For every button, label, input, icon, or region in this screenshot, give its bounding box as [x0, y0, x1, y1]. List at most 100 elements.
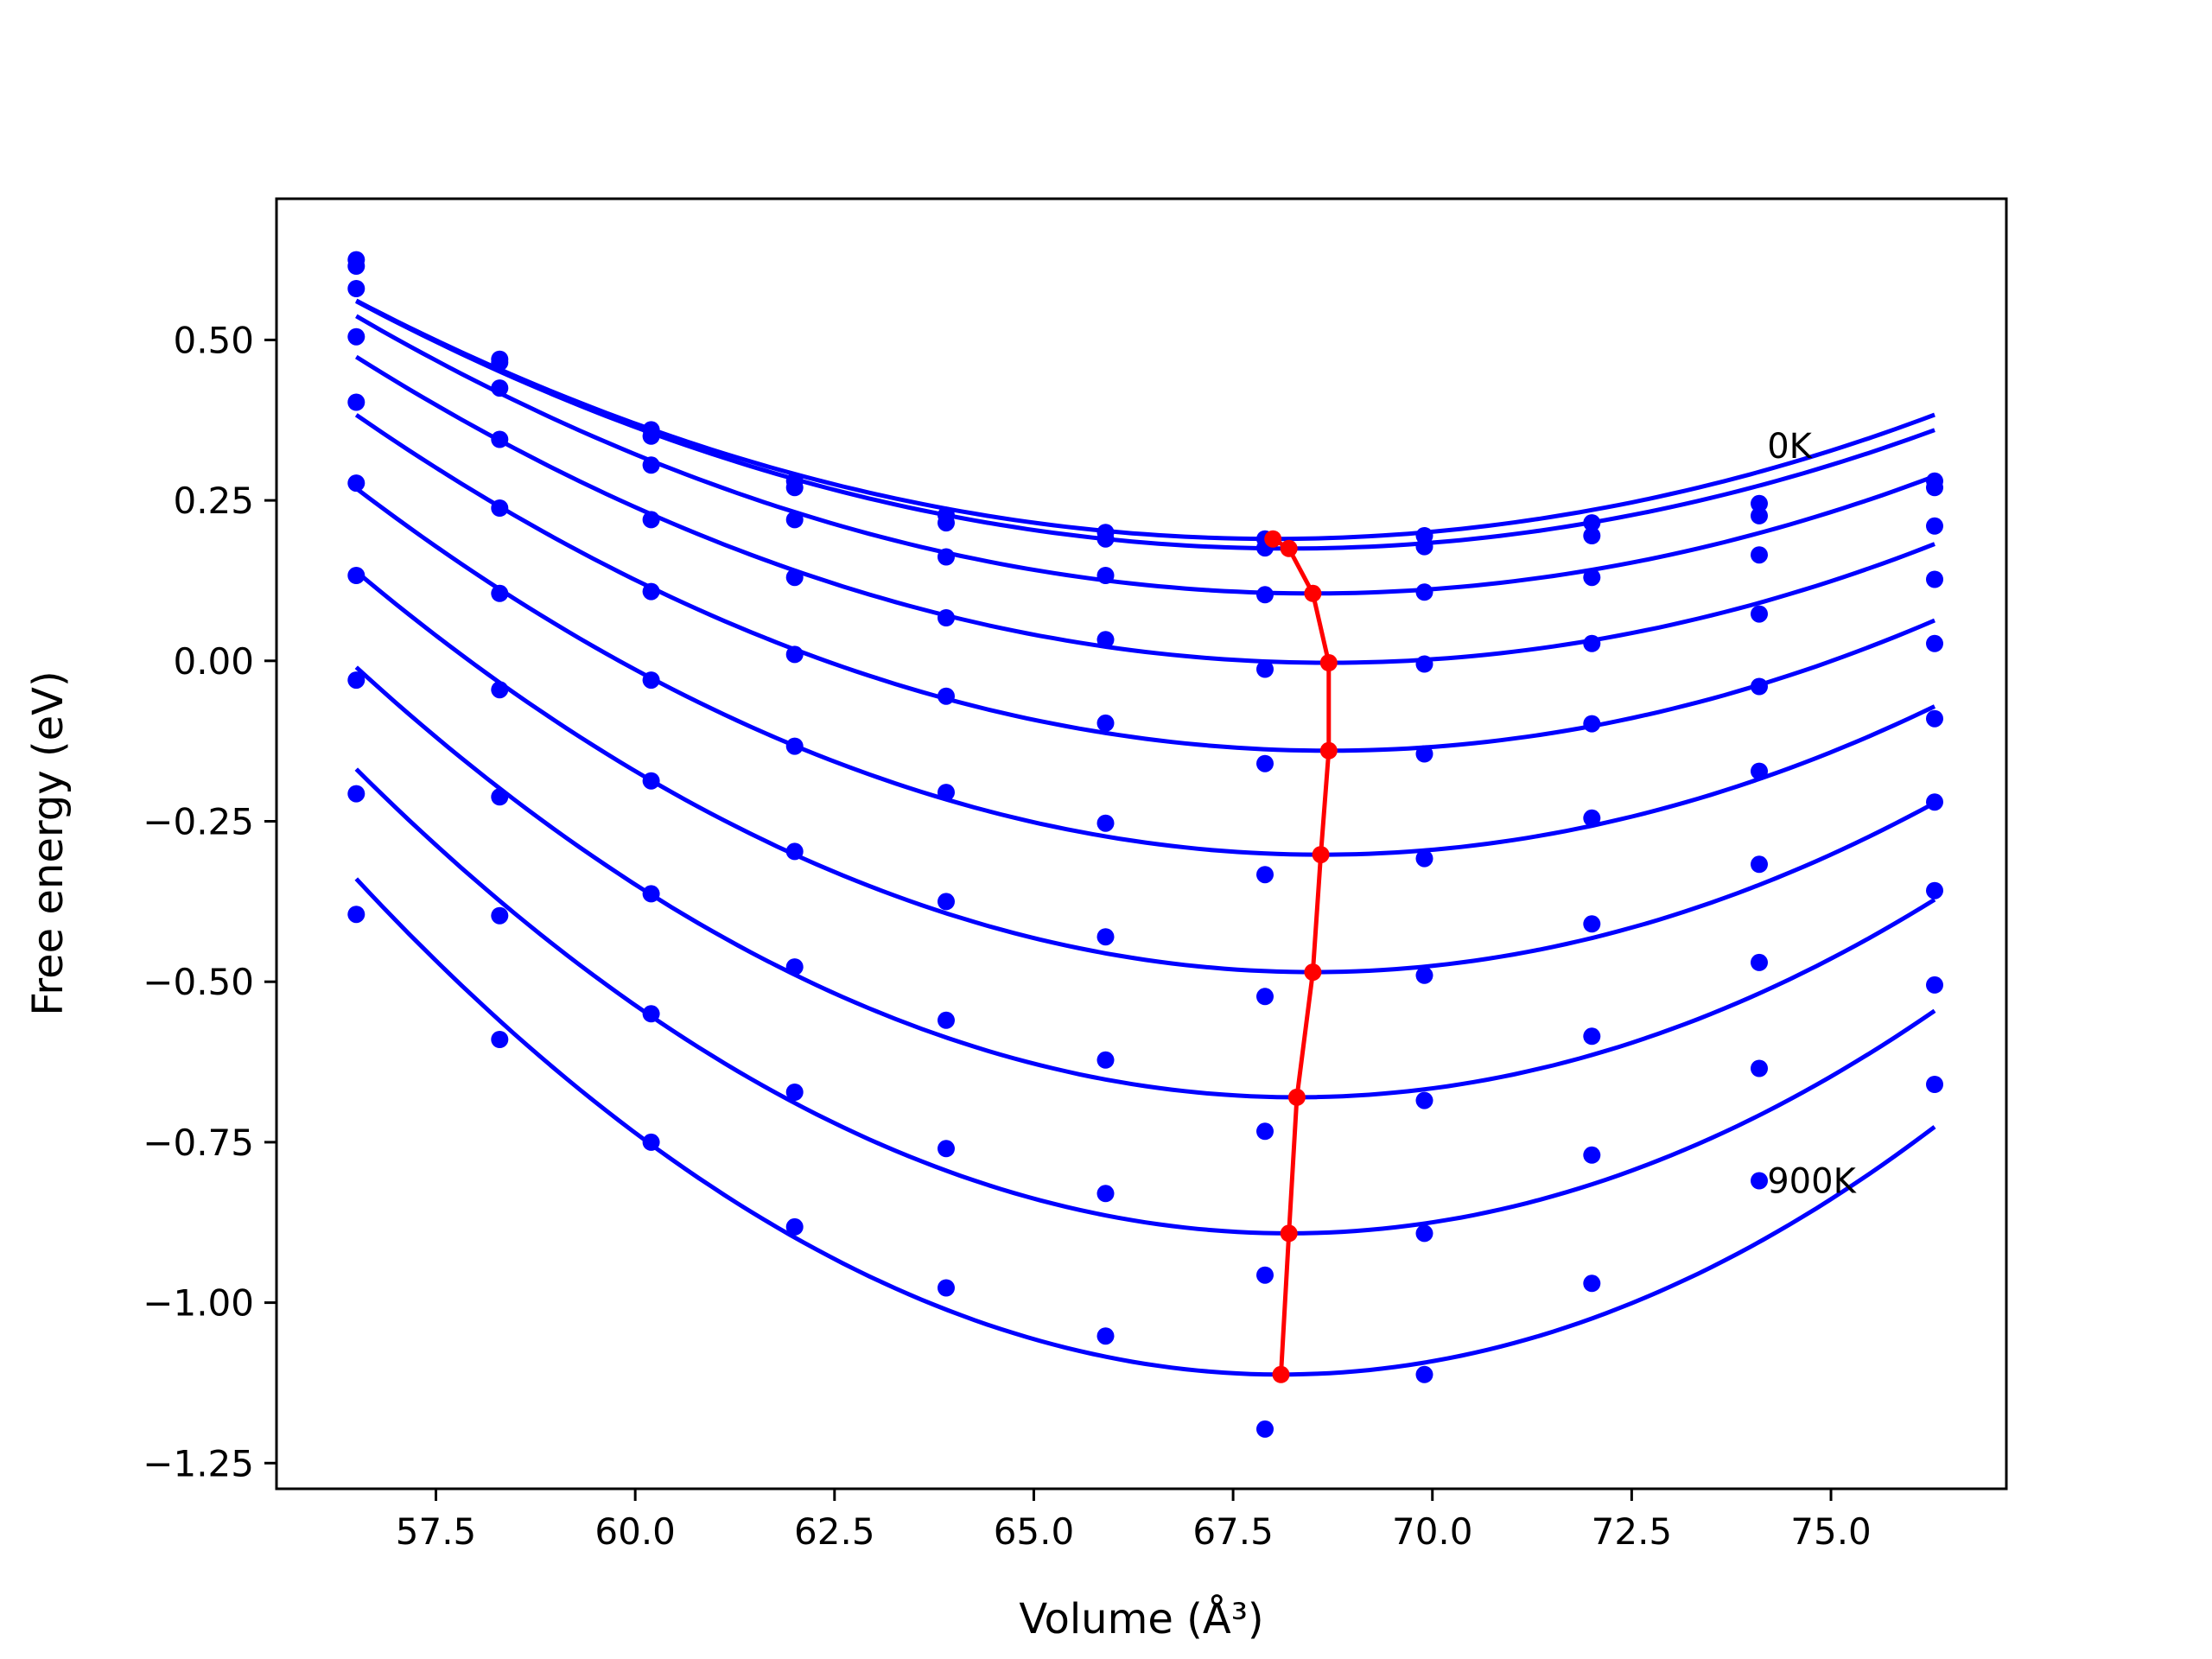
data-point: [1415, 1224, 1433, 1243]
minimum-path-line: [1271, 537, 1332, 1375]
data-point: [1926, 634, 1943, 652]
fit-curve-10: [354, 877, 1936, 1377]
data-point: [785, 958, 804, 976]
x-axis-ticks: 57.5 60.0 62.5 65.0 67.5 70.0 72.5 75.0: [396, 1489, 1872, 1553]
data-point: [785, 511, 804, 529]
data-point: [347, 785, 365, 803]
fit-curve-6: [354, 486, 1936, 857]
data-point: [347, 567, 365, 584]
data-point: [1256, 1266, 1274, 1284]
data-point: [642, 1133, 660, 1151]
annotations: 0K 900K: [1767, 427, 1857, 1201]
minimum-point: [1280, 1224, 1298, 1243]
data-point: [1256, 1420, 1274, 1438]
y-tick-label: 0.00: [173, 640, 254, 683]
data-point: [1415, 537, 1433, 556]
data-point: [1583, 527, 1601, 544]
data-point: [1583, 634, 1601, 652]
minimum-point: [1272, 1365, 1290, 1383]
data-point: [1415, 849, 1433, 868]
y-tick-label: −1.00: [143, 1282, 254, 1325]
data-point: [1415, 966, 1433, 984]
data-point: [785, 1217, 804, 1236]
data-point: [1751, 605, 1768, 623]
minimum-point: [1319, 741, 1338, 760]
data-point: [347, 474, 365, 493]
data-point: [1415, 655, 1433, 673]
x-tick-label: 70.0: [1392, 1510, 1473, 1553]
data-point: [1926, 517, 1943, 535]
fit-curve-9: [354, 767, 1936, 1236]
data-point: [1096, 714, 1115, 732]
data-point: [1926, 793, 1943, 811]
x-tick-label: 72.5: [1592, 1510, 1673, 1553]
data-point: [1583, 1274, 1601, 1293]
data-point: [491, 353, 509, 372]
data-point: [1751, 762, 1768, 780]
data-point: [785, 479, 804, 497]
data-point: [491, 681, 509, 699]
y-tick-label: 0.25: [173, 480, 254, 522]
data-point: [938, 784, 955, 802]
data-point: [491, 430, 509, 448]
data-point: [938, 893, 955, 911]
data-point: [1751, 677, 1768, 696]
data-point: [1583, 569, 1601, 587]
temperature-annotation: 0K: [1767, 427, 1813, 467]
data-point: [1583, 514, 1601, 532]
x-tick-label: 60.0: [594, 1510, 676, 1553]
data-point: [347, 257, 365, 275]
data-point: [491, 584, 509, 602]
data-point: [1256, 754, 1274, 772]
data-point: [1415, 583, 1433, 601]
minimum-point: [1304, 963, 1322, 982]
data-point: [1096, 1327, 1115, 1345]
minimum-point: [1280, 539, 1298, 557]
x-tick-label: 65.0: [994, 1510, 1075, 1553]
data-point: [785, 569, 804, 587]
data-point: [1415, 745, 1433, 763]
minimum-point: [1287, 1088, 1306, 1106]
data-point: [1751, 494, 1768, 512]
data-point: [642, 427, 660, 445]
y-axis-label: Free energy (eV): [24, 671, 73, 1015]
data-point: [938, 514, 955, 532]
minimum-point: [1312, 846, 1330, 864]
temperature-annotation: 900K: [1767, 1161, 1857, 1201]
x-tick-label: 62.5: [794, 1510, 875, 1553]
data-point: [1096, 631, 1115, 649]
fit-curve-3: [355, 314, 1936, 596]
data-point: [1583, 715, 1601, 733]
data-point: [642, 772, 660, 790]
data-point: [1583, 809, 1601, 827]
data-point: [1751, 1059, 1768, 1077]
minimum-point: [1304, 584, 1322, 602]
data-point: [1583, 1027, 1601, 1046]
data-point: [491, 906, 509, 925]
data-point: [1926, 976, 1943, 994]
data-point: [642, 885, 660, 903]
data-point: [938, 609, 955, 626]
data-point: [491, 788, 509, 806]
x-tick-label: 75.0: [1790, 1510, 1872, 1553]
fit-curve-1: [355, 298, 1936, 542]
data-point: [938, 1279, 955, 1297]
data-point: [1751, 953, 1768, 971]
data-point: [785, 842, 804, 861]
data-point: [785, 737, 804, 755]
data-point: [642, 582, 660, 601]
data-point: [1256, 866, 1274, 884]
data-point: [347, 280, 365, 297]
data-point: [1583, 915, 1601, 933]
fit-curve-7: [354, 569, 1936, 975]
x-tick-label: 57.5: [396, 1510, 477, 1553]
data-point: [642, 456, 660, 474]
minimum-point: [1319, 654, 1338, 671]
y-tick-label: 0.50: [173, 319, 254, 361]
x-axis-label: Volume (Å³): [1019, 1594, 1263, 1643]
fit-curve-2: [355, 299, 1936, 551]
data-point: [347, 671, 365, 690]
data-point: [1256, 586, 1274, 604]
data-point: [1751, 1172, 1768, 1190]
